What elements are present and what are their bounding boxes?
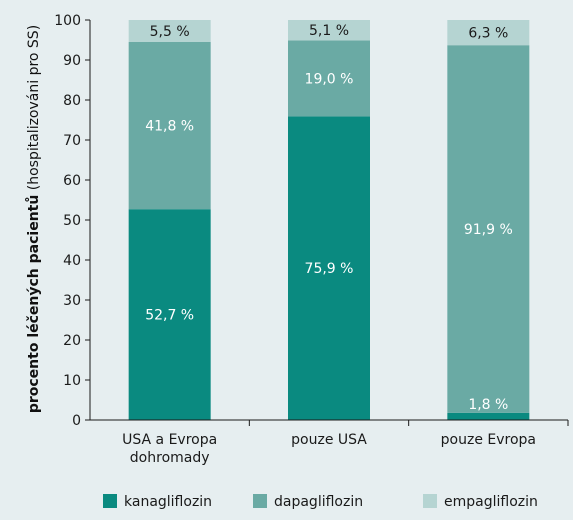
data-label: 52,7 %: [145, 308, 194, 324]
y-tick-label: 90: [63, 53, 81, 69]
y-tick-label: 70: [63, 133, 81, 149]
legend-swatch: [423, 494, 437, 508]
y-tick-label: 30: [63, 293, 81, 309]
y-tick-label: 10: [63, 373, 81, 389]
legend-label: dapagliflozin: [274, 494, 363, 510]
bar-segment: [128, 209, 211, 420]
x-axis: USA a Evropa dohromady pouze USA pouze Evro…: [90, 419, 569, 466]
y-tick-label: 0: [72, 413, 81, 429]
bar-segment: [128, 20, 211, 42]
y-axis-title-bold: procento léčených pacientů: [25, 195, 42, 414]
legend-label: kanagliflozin: [124, 494, 212, 510]
data-label: 1,8 %: [468, 397, 508, 413]
legend-item: dapagliflozin: [253, 494, 363, 510]
y-tick-label: 20: [63, 333, 81, 349]
bar-segment: [128, 42, 211, 210]
x-category-label: dohromady: [130, 450, 210, 466]
y-tick-label: 100: [54, 13, 81, 29]
bar-segment: [447, 45, 530, 413]
legend-label: empagliflozin: [444, 494, 538, 510]
data-label: 75,9 %: [305, 261, 354, 277]
y-axis: 0 10 20 30 40 50 60 70 80 90 100: [54, 13, 91, 429]
legend-item: kanagliflozin: [103, 494, 212, 510]
y-tick-label: 60: [63, 173, 81, 189]
bar-segment: [288, 40, 370, 117]
y-axis-title-rest: (hospitalizováni pro SS): [26, 25, 42, 195]
legend: kanagliflozin dapagliflozin empagliflozin: [103, 494, 538, 510]
legend-swatch: [103, 494, 117, 508]
y-tick-label: 80: [63, 93, 81, 109]
x-category-label: USA a Evropa: [122, 432, 217, 448]
data-label: 91,9 %: [464, 222, 513, 238]
bar-segment: [288, 20, 370, 41]
legend-item: empagliflozin: [423, 494, 538, 510]
y-tick-label: 50: [63, 213, 81, 229]
data-label: 5,5 %: [150, 24, 190, 40]
data-label: 19,0 %: [305, 71, 354, 87]
x-category-label: pouze Evropa: [441, 432, 536, 448]
bar-segment: [447, 412, 530, 420]
bars: 52,7 % 41,8 % 5,5 % 75,9 % 19,0 % 5,1 % 1,8 % 9…: [128, 20, 530, 421]
x-category-label: pouze USA: [291, 432, 367, 448]
bar-segment: [288, 116, 370, 421]
data-label: 5,1 %: [309, 23, 349, 39]
y-axis-title: procento léčených pacientů (hospitalizov…: [25, 25, 42, 413]
y-tick-label: 40: [63, 253, 81, 269]
data-label: 41,8 %: [145, 119, 194, 135]
bar-segment: [447, 20, 530, 46]
legend-swatch: [253, 494, 267, 508]
data-label: 6,3 %: [468, 26, 508, 42]
